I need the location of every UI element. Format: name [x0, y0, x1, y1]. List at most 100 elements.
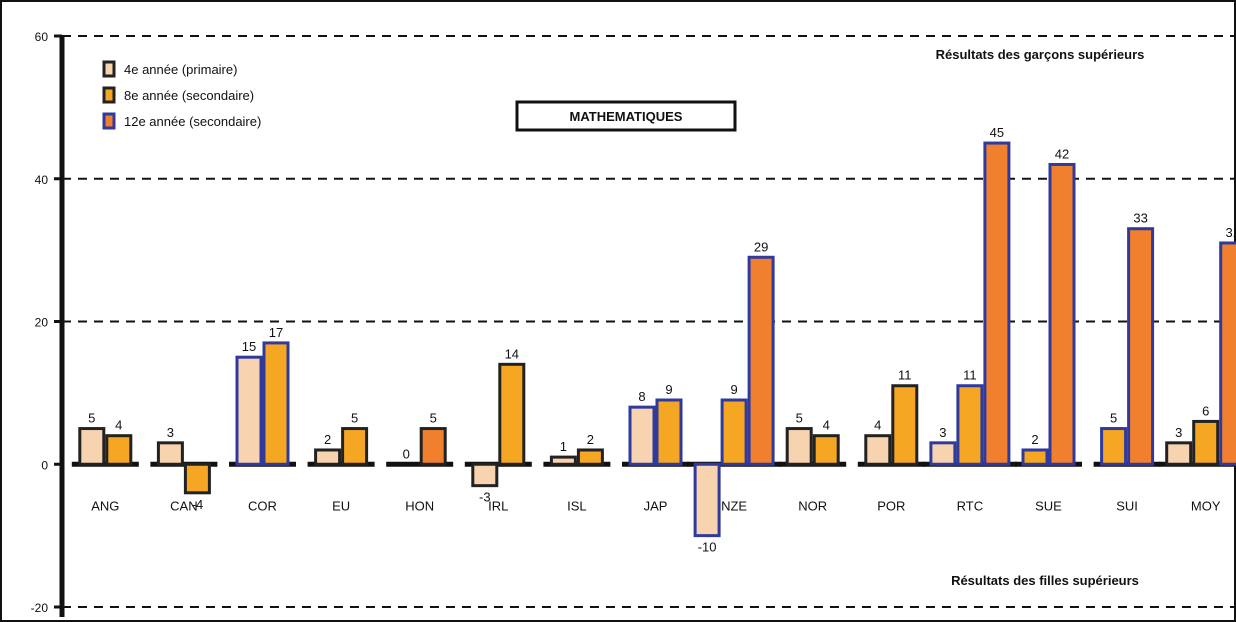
y-axis: -20 0 20 40 60 [31, 30, 65, 617]
bar [314, 448, 342, 466]
bar-value-label: 6 [1202, 403, 1209, 418]
x-tick-label: ANG [91, 498, 119, 513]
bar-value-label: 5 [88, 411, 95, 426]
bar-value-label: 8 [638, 389, 645, 404]
bar [341, 427, 369, 466]
y-tick-label: -20 [31, 601, 49, 615]
bar-value-label: -10 [698, 540, 717, 555]
x-tick-label: IRL [488, 498, 508, 513]
bar-value-label: 2 [1031, 432, 1038, 447]
legend: 4e année (primaire) 8e année (secondaire… [102, 60, 261, 130]
bar-value-label: 3 [939, 425, 946, 440]
bar [105, 434, 133, 466]
bar [785, 427, 813, 466]
bar-value-label: -3 [479, 490, 491, 505]
bar [983, 141, 1011, 466]
bar [1021, 448, 1049, 466]
bar-value-label: 17 [269, 325, 283, 340]
x-axis-labels: ANG CAN COR EU HON IRL ISL JAP NZE NOR POR RTC SUE SU… [91, 498, 1221, 513]
bar-value-label: 9 [665, 382, 672, 397]
bar-value-label: 4 [874, 418, 881, 433]
bar [1192, 419, 1220, 466]
bar [628, 405, 656, 466]
x-tick-label: POR [877, 498, 905, 513]
bar-value-label: 42 [1055, 146, 1069, 161]
bar [956, 384, 984, 466]
bar [262, 341, 290, 466]
x-tick-label: JAP [644, 498, 668, 513]
bar [747, 255, 775, 466]
bar-value-label: 1 [560, 439, 567, 454]
bar [891, 384, 919, 466]
bar [576, 448, 604, 466]
bar-value-label: -4 [192, 497, 204, 512]
x-tick-label: ISL [567, 498, 587, 513]
data-labels: 5 4 3 -4 15 17 2 5 0 5 -3 14 1 2 8 9 -10 9 29 5 4 4 11 3 11 45 2 42… [88, 125, 1236, 555]
bar [693, 462, 721, 538]
bar-value-label: 5 [796, 411, 803, 426]
x-tick-label: HON [405, 498, 434, 513]
bar [183, 462, 211, 495]
legend-label-12e: 12e année (secondaire) [124, 114, 261, 129]
x-tick-label: COR [248, 498, 277, 513]
bar-value-label: 11 [898, 368, 912, 383]
x-tick-label: SUE [1035, 498, 1062, 513]
bar-value-label: 31 [1225, 225, 1236, 240]
legend-label-4e: 4e année (primaire) [124, 62, 237, 77]
annotation-bottom: Résultats des filles supérieurs [951, 573, 1139, 588]
bar-value-label: 2 [587, 432, 594, 447]
bar [720, 398, 748, 466]
bar [929, 441, 957, 466]
x-tick-label: CAN [170, 498, 197, 513]
y-tick-label: 0 [41, 458, 48, 472]
legend-label-8e: 8e année (secondaire) [124, 88, 254, 103]
bar [419, 427, 447, 466]
bar-value-label: 45 [990, 125, 1004, 140]
x-tick-label: NOR [798, 498, 827, 513]
bar-value-label: 11 [963, 368, 977, 383]
bar [78, 427, 106, 466]
bar [1165, 441, 1193, 466]
bar-value-label: 5 [430, 411, 437, 426]
y-tick-label: 40 [35, 173, 49, 187]
x-tick-label: EU [332, 498, 350, 513]
bar-value-label: 14 [505, 346, 519, 361]
legend-swatch-4e [102, 60, 116, 78]
bar [156, 441, 184, 466]
bar [812, 434, 840, 466]
bar [1100, 427, 1128, 466]
bar [1048, 162, 1076, 466]
x-tick-label: NZE [721, 498, 747, 513]
grid-lines [62, 35, 1234, 608]
bar-value-label: 0 [403, 446, 410, 461]
x-tick-label: RTC [957, 498, 983, 513]
y-tick-label: 20 [35, 316, 49, 330]
bar-value-label: 5 [351, 411, 358, 426]
bar-value-label: 15 [242, 339, 256, 354]
y-tick-label: 60 [35, 30, 49, 44]
bars [71, 141, 1236, 538]
bar-value-label: 29 [754, 239, 768, 254]
title-box: MATHEMATIQUES [515, 100, 737, 132]
bar [655, 398, 683, 466]
legend-swatch-8e [102, 86, 116, 104]
bar-value-label: 9 [730, 382, 737, 397]
bar [1127, 227, 1155, 466]
legend-swatch-12e [102, 112, 116, 130]
bar [549, 455, 577, 466]
bar [235, 355, 263, 466]
bar-value-label: 5 [1110, 411, 1117, 426]
annotation-top: Résultats des garçons supérieurs [936, 47, 1145, 62]
bar-value-label: 2 [324, 432, 331, 447]
bar [498, 362, 526, 466]
bar [864, 434, 892, 466]
chart-title: MATHEMATIQUES [570, 109, 683, 124]
bar-value-label: 4 [115, 418, 122, 433]
x-tick-label: MOY [1191, 498, 1221, 513]
x-tick-label: SUI [1116, 498, 1138, 513]
bar [471, 462, 499, 488]
bar-value-label: 3 [1175, 425, 1182, 440]
bar-value-label: 33 [1133, 211, 1147, 226]
bar [1219, 241, 1236, 466]
